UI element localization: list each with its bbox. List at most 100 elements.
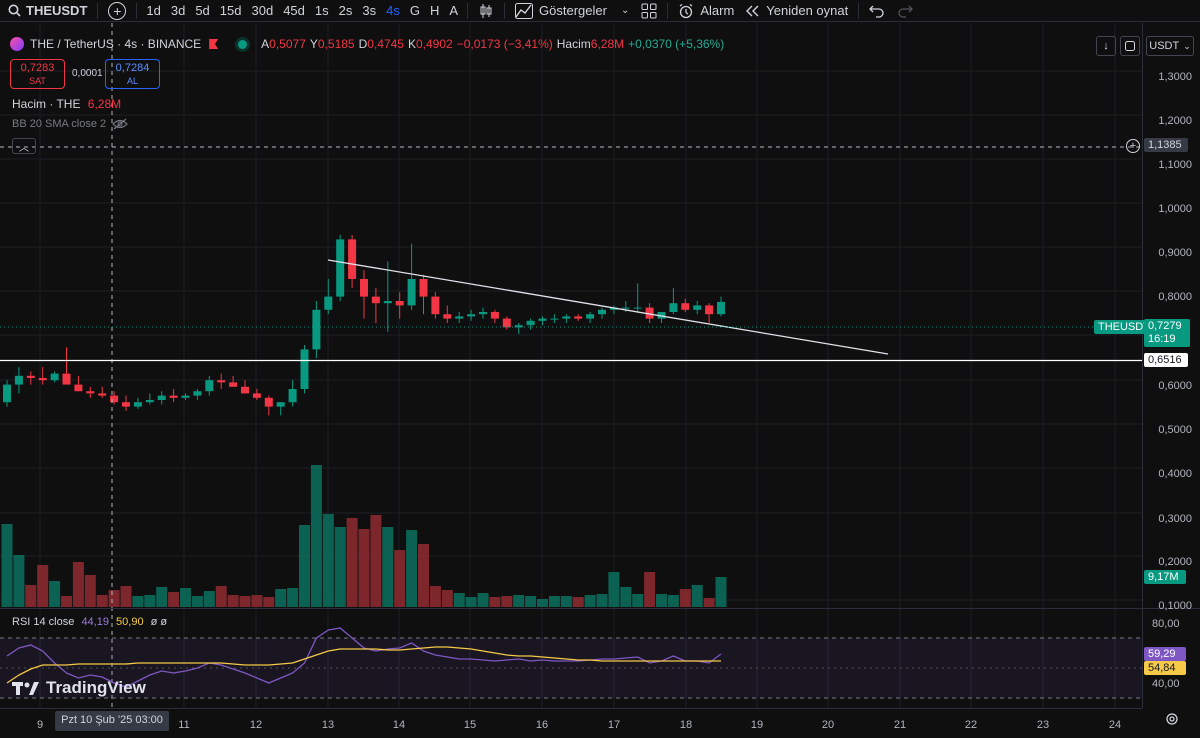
collapse-legend-button[interactable]: ︿ xyxy=(12,138,36,154)
settings-gear-icon[interactable] xyxy=(1165,712,1179,726)
time-axis-label: 13 xyxy=(321,719,335,731)
interval-15d[interactable]: 15d xyxy=(219,3,242,18)
time-axis[interactable]: Pzt 10 Şub '25 03:00 9 11 12 13 14 15 16 17 18 19… xyxy=(0,708,1142,738)
interval-H[interactable]: H xyxy=(429,3,440,18)
time-axis-label: 11 xyxy=(178,719,190,731)
time-axis-label: 23 xyxy=(1036,719,1050,731)
replay-button[interactable]: Yeniden oynat xyxy=(740,0,854,22)
add-alert-plus-icon[interactable]: + xyxy=(1126,139,1140,153)
volume-bar xyxy=(513,595,525,607)
rsi-axis-label-40: 40,00 xyxy=(1152,678,1180,690)
close-key: K xyxy=(407,37,416,51)
candle-body xyxy=(502,318,511,328)
volume-bar xyxy=(525,596,537,607)
eye-hidden-icon[interactable] xyxy=(112,118,129,130)
rsi-axis-label-80: 80,00 xyxy=(1152,618,1180,630)
candle-body xyxy=(300,349,309,390)
bb-legend[interactable]: BB 20 SMA close 2 xyxy=(12,118,129,130)
tradingview-logo[interactable]: TradingView xyxy=(12,678,146,698)
interval-30d[interactable]: 30d xyxy=(251,3,274,18)
descending-trendline xyxy=(327,259,889,355)
candle-body xyxy=(657,312,666,319)
interval-45d[interactable]: 45d xyxy=(283,3,305,18)
redo-button[interactable] xyxy=(891,0,919,22)
symbol-title[interactable]: THE / TetherUS · 4s · BINANCE xyxy=(30,37,202,51)
toolbar-divider xyxy=(97,2,99,19)
indicators-button[interactable]: Göstergeler ⌄ xyxy=(509,0,635,22)
buy-button[interactable]: 0,7284 AL xyxy=(105,59,160,89)
redo-icon xyxy=(898,5,914,18)
rewind-icon xyxy=(746,5,759,16)
low-key: D xyxy=(358,37,368,51)
volume-bar xyxy=(394,550,406,607)
flag-icon[interactable] xyxy=(209,39,219,49)
candle-body xyxy=(490,312,499,319)
last-price-tag: 0,7279 16:19 xyxy=(1144,319,1190,347)
toolbar-divider xyxy=(858,2,860,19)
volume-bar xyxy=(453,593,465,607)
volume-bar xyxy=(346,518,358,607)
price-axis-label: 1,3000 xyxy=(1158,71,1192,83)
interval-A[interactable]: A xyxy=(449,3,459,18)
alarm-label: Alarm xyxy=(700,3,735,18)
candle-body xyxy=(360,279,368,297)
price-axis-label: 0,6000 xyxy=(1158,380,1192,392)
download-button[interactable]: ↓ xyxy=(1096,36,1116,56)
bar-countdown: 16:19 xyxy=(1148,333,1176,345)
rsi-pane xyxy=(0,627,1142,699)
volume-bar xyxy=(632,594,644,607)
volume-bar xyxy=(275,589,287,607)
interval-1d[interactable]: 1d xyxy=(146,3,161,18)
price-axis-label: 0,2000 xyxy=(1158,556,1192,568)
layouts-button[interactable] xyxy=(635,0,663,22)
candle-body xyxy=(98,393,107,396)
sell-button[interactable]: 0,7283 SAT xyxy=(10,59,65,89)
undo-button[interactable] xyxy=(863,0,891,22)
rsi-ma-value: 50,90 xyxy=(116,616,144,628)
interval-3s[interactable]: 3s xyxy=(362,3,377,18)
volume-bar xyxy=(596,594,608,607)
volume-bar xyxy=(406,530,418,607)
volume-legend[interactable]: Hacim · THE 6,28M xyxy=(12,97,121,111)
alarm-button[interactable]: Alarm xyxy=(672,0,740,22)
currency-select[interactable]: USDT ⌄ xyxy=(1146,36,1194,56)
candle-body xyxy=(526,320,535,326)
plus-circle-icon: + xyxy=(108,1,127,20)
candle-body xyxy=(383,301,392,304)
high-value: 0,5185 xyxy=(317,37,355,51)
volume-bar xyxy=(251,595,263,607)
symbol-search-button[interactable]: THEUSDT xyxy=(0,0,93,22)
volume-bar xyxy=(227,595,239,607)
chart-type-button[interactable] xyxy=(472,0,500,22)
interval-G[interactable]: G xyxy=(409,3,420,18)
interval-5d[interactable]: 5d xyxy=(195,3,210,18)
candle-body xyxy=(229,382,238,387)
candle-body xyxy=(598,309,606,315)
interval-2s[interactable]: 2s xyxy=(338,3,353,18)
candle-body xyxy=(86,391,95,394)
pane-separator[interactable] xyxy=(0,608,1200,609)
bb-label: BB 20 SMA close 2 xyxy=(12,118,107,130)
indicators-icon xyxy=(515,2,534,19)
rsi-line xyxy=(6,627,722,688)
price-chart[interactable] xyxy=(0,23,1142,708)
fullscreen-button[interactable] xyxy=(1120,36,1140,56)
candle-body xyxy=(431,296,440,315)
volume-bars xyxy=(1,465,727,607)
candle-body xyxy=(62,373,71,385)
compare-symbol-button[interactable]: + xyxy=(102,0,132,22)
candle-body xyxy=(419,279,428,297)
price-axis[interactable]: 1,3000 1,2000 1,1000 1,0000 0,9000 0,8000 0,60… xyxy=(1142,23,1200,708)
rsi-legend[interactable]: RSI 14 close 44,19 50,90 ø ø xyxy=(12,616,167,628)
volume-bar xyxy=(144,595,156,607)
candles xyxy=(3,235,725,416)
volume-value: 6,28M xyxy=(590,37,625,51)
interval-1s[interactable]: 1s xyxy=(314,3,329,18)
volume-axis-tag: 9,17M xyxy=(1144,570,1186,584)
sell-label: SAT xyxy=(29,76,46,86)
toolbar-divider xyxy=(504,2,506,19)
volume-bar xyxy=(477,593,489,607)
interval-3d[interactable]: 3d xyxy=(170,3,186,18)
interval-4s[interactable]: 4s xyxy=(386,3,400,18)
volume-bar xyxy=(537,599,548,607)
